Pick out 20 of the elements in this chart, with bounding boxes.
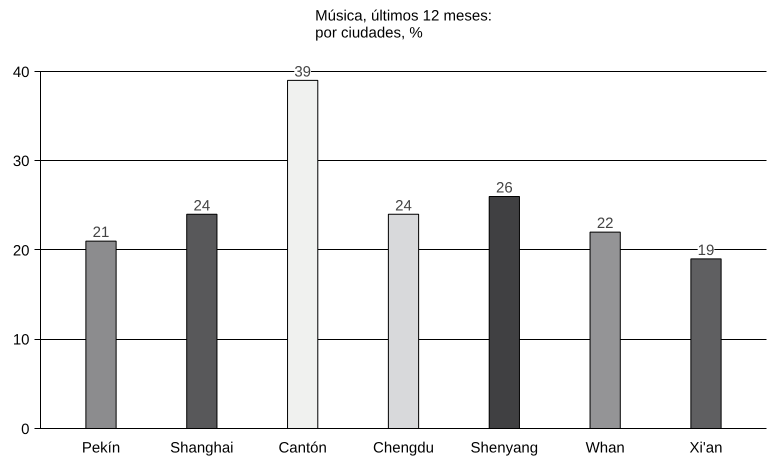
data-label: 24 — [193, 197, 210, 214]
data-label: 26 — [496, 179, 513, 196]
x-tick-label: Whan — [586, 440, 625, 456]
data-label: 39 — [294, 63, 312, 80]
x-tick-label: Shanghai — [170, 440, 234, 456]
data-label: 19 — [698, 242, 714, 259]
y-tick-label: 40 — [12, 64, 30, 81]
x-tick-label: Pekín — [82, 440, 120, 456]
x-tick-label: Shenyang — [470, 440, 538, 456]
y-tick-label: 30 — [12, 153, 30, 170]
data-label: 22 — [596, 215, 614, 232]
chart-title: Música, últimos 12 meses: por ciudades, % — [315, 8, 492, 42]
y-tick-label: 10 — [12, 332, 30, 349]
x-tick-label: Xi'an — [690, 440, 722, 456]
x-tick-label: Chengdu — [373, 440, 434, 456]
y-tick-label: 20 — [12, 242, 30, 260]
y-tick-label: 0 — [21, 421, 30, 438]
data-label: 24 — [395, 197, 412, 214]
x-tick-label: Cantón — [278, 440, 327, 456]
data-label: 21 — [92, 224, 110, 242]
